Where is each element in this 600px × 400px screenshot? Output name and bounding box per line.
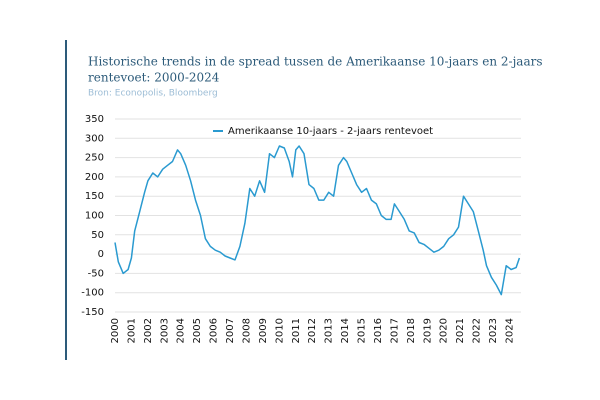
y-tick-label: -100 [81,288,104,299]
x-tick-label: 2006 [209,318,220,343]
x-tick-label: 2023 [488,318,499,343]
x-tick-label: 2016 [373,318,384,343]
x-tick-label: 2005 [192,318,203,343]
chart-title: Historische trends in de spread tussen d… [88,55,543,69]
y-tick-label: 300 [85,133,104,144]
y-tick-label: -150 [81,307,104,318]
x-tick-label: 2015 [357,318,368,343]
legend-label: Amerikaanse 10-jaars - 2-jaars rentevoet [228,126,433,137]
x-tick-label: 2018 [406,318,417,343]
x-tick-label: 2017 [389,318,400,343]
y-tick-label: 0 [98,249,104,260]
x-tick-label: 2007 [225,318,236,343]
x-tick-label: 2008 [241,318,252,343]
x-tick-label: 2010 [274,318,285,343]
x-tick-label: 2021 [455,318,466,343]
y-tick-label: 250 [85,153,104,164]
data-line [114,145,521,296]
chart-subtitle: Bron: Econopolis, Bloomberg [88,89,218,99]
y-tick-label: 350 [85,114,104,125]
x-tick-label: 2009 [258,318,269,343]
y-tick-label: 50 [91,230,104,241]
x-tick-label: 2003 [159,318,170,343]
x-tick-label: 2011 [291,318,302,343]
y-tick-label: 150 [85,191,104,202]
x-tick-label: 2004 [176,318,187,343]
y-tick-label: 200 [85,172,104,183]
x-tick-label: 2000 [110,318,121,343]
x-tick-label: 2014 [340,318,351,343]
x-tick-label: 2001 [126,318,137,343]
x-tick-label: 2022 [472,318,483,343]
x-tick-label: 2012 [307,318,318,343]
x-tick-label: 2020 [439,318,450,343]
x-tick-label: 2013 [324,318,335,343]
x-tick-label: 2019 [422,318,433,343]
chart-title: rentevoet: 2000-2024 [88,71,220,85]
x-tick-label: 2024 [504,318,515,343]
x-tick-label: 2002 [143,318,154,343]
y-tick-label: 100 [85,211,104,222]
y-tick-label: -50 [88,268,104,279]
